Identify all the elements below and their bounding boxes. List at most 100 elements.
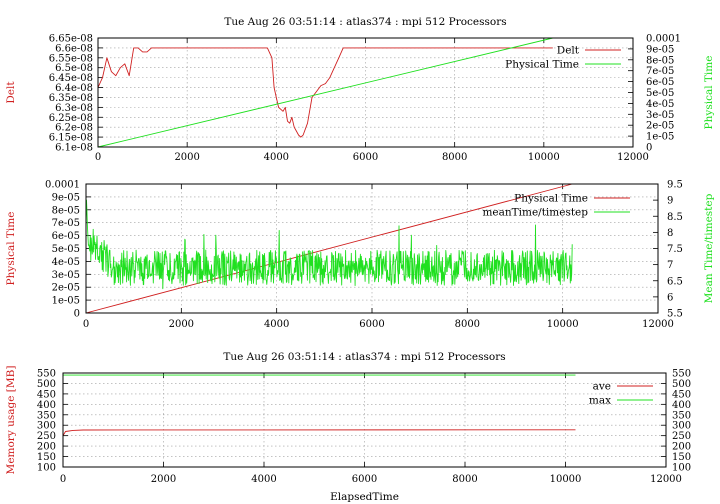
legend-label: ave [593,381,611,393]
y2-tick-label: 5e-05 [646,88,674,99]
x-tick-label: 6000 [359,319,384,330]
y2-tick-label: 8 [667,228,673,239]
x-tick-label: 2000 [169,319,194,330]
y-tick-label: 150 [37,452,56,463]
y-tick-label: 6e-05 [52,231,80,242]
y-tick-label: 250 [37,431,56,442]
x-tick-label: 0 [95,152,101,163]
x-tick-label: 10000 [550,474,582,485]
y-tick-label: 300 [37,421,56,432]
y-tick-label: 3e-05 [52,270,80,281]
y-tick-label: 6.6e-08 [55,43,93,54]
y2-tick-label: 6e-05 [646,77,674,88]
y2-tick-label: 7.5 [667,244,683,255]
y-tick-label: 1e-05 [52,296,80,307]
y2-tick-label: 550 [672,369,691,380]
y2-tick-label: 3e-05 [646,110,674,121]
x-tick-label: 2000 [151,474,176,485]
y2-tick-label: 500 [672,379,691,390]
x-tick-label: 8000 [455,319,480,330]
y2-axis-label: Physical Time [703,56,715,130]
y2-tick-label: 6 [667,292,673,303]
y2-tick-label: 0.0001 [646,34,681,45]
y-tick-label: 450 [37,389,56,400]
y2-tick-label: 150 [672,452,691,463]
y2-tick-label: 6.5 [667,276,683,287]
legend-label: max [589,395,611,407]
y2-tick-label: 200 [672,442,691,453]
y2-tick-label: 300 [672,421,691,432]
y-tick-label: 5e-05 [52,244,80,255]
y-tick-label: 6.15e-08 [49,133,93,144]
y-tick-label: 6.1e-08 [55,143,93,154]
y-tick-label: 9e-05 [52,192,80,203]
y-tick-label: 0 [74,309,80,320]
y2-tick-label: 450 [672,389,691,400]
series-line-physical-time [97,37,553,148]
y2-axis-label: Mean Time/timestep [703,193,715,303]
chart-panel-2: 0 2000 4000 6000 8000 10000 12000 0 1e-05 2e-05 3e… [5,180,715,331]
y2-tick-label: 9e-05 [646,44,674,55]
y2-tick-label: 7 [667,260,673,271]
y-tick-label: 6.65e-08 [49,34,93,45]
legend-label: Delt [557,45,580,57]
y2-tick-label: 100 [672,463,691,474]
y2-tick-label: 2e-05 [646,121,674,132]
y-tick-label: 4e-05 [52,257,80,268]
plot-frame [97,37,634,148]
y2-tick-label: 350 [672,410,691,421]
y2-tick-label: 9 [667,196,673,207]
x-tick-label: 12000 [642,319,674,330]
y-axis-label: Physical Time [5,212,17,286]
y2-tick-label: 0 [646,143,652,154]
y2-tick-label: 400 [672,400,691,411]
y-tick-label: 350 [37,410,56,421]
y-tick-label: 6.2e-08 [55,123,93,134]
y-tick-label: 400 [37,400,56,411]
legend-label: meanTime/timestep [482,207,588,219]
x-tick-label: 12000 [617,152,649,163]
series-line-delt [97,47,553,138]
series-line-physical-time [85,183,573,314]
legend-label: Physical Time [505,59,579,71]
y-tick-label: 550 [37,369,56,380]
y2-tick-label: 5.5 [667,309,683,320]
x-tick-label: 12000 [650,474,682,485]
chart-panel-3: Tue Aug 26 03:51:14 : atlas374 : mpi 512… [5,351,691,503]
y2-tick-label: 4e-05 [646,99,674,110]
x-tick-label: 2000 [174,152,199,163]
y-tick-label: 0.0001 [45,180,80,191]
x-tick-label: 4000 [251,474,276,485]
x-tick-label: 8000 [452,474,477,485]
x-tick-label: 10000 [547,319,579,330]
y2-tick-label: 1e-05 [646,132,674,143]
y-tick-label: 200 [37,442,56,453]
y2-tick-label: 9.5 [667,180,683,191]
x-tick-label: 4000 [264,319,289,330]
y-tick-label: 6.25e-08 [49,113,93,124]
x-tick-label: 6000 [353,152,378,163]
chart-title: Tue Aug 26 03:51:14 : atlas374 : mpi 512… [224,16,506,28]
y-tick-label: 2e-05 [52,283,80,294]
legend-label: Physical Time [514,193,588,205]
y-tick-label: 6.55e-08 [49,53,93,64]
y-tick-label: 7e-05 [52,218,80,229]
y2-tick-label: 8.5 [667,212,683,223]
series-line-meantime-timestep [85,199,573,290]
y-tick-label: 6.5e-08 [55,63,93,74]
plot-frame [85,183,659,314]
y-tick-label: 6.35e-08 [49,93,93,104]
y-tick-label: 6.45e-08 [49,73,93,84]
plot-frame [62,372,667,468]
y2-tick-label: 7e-05 [646,66,674,77]
y-tick-label: 6.3e-08 [55,103,93,114]
y2-tick-label: 250 [672,431,691,442]
series-line-ave [62,429,576,436]
y-axis-label: Delt [5,81,17,104]
y2-tick-label: 8e-05 [646,55,674,66]
y-tick-label: 6.4e-08 [55,83,93,94]
x-tick-label: 8000 [442,152,467,163]
y-tick-label: 500 [37,379,56,390]
y-axis-label: Memory usage [MB] [5,366,17,475]
